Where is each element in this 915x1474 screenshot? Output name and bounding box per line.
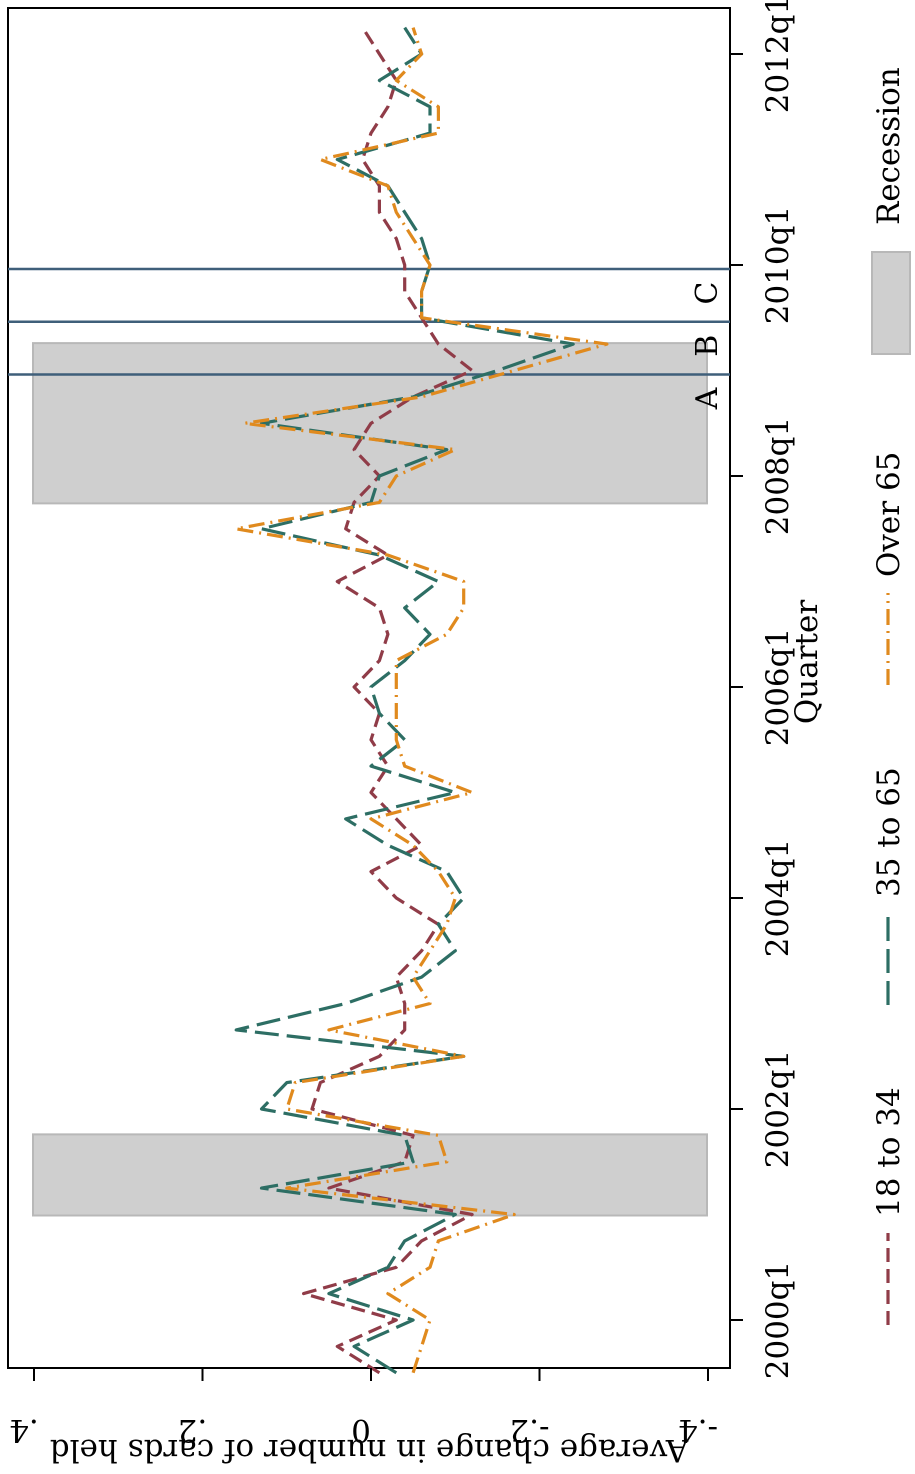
y-tick-label-1: -.4 (678, 1412, 718, 1448)
x-tick-label-4: 2006q1 (760, 628, 796, 746)
y-tick-label-2: -.2 (509, 1412, 549, 1448)
x-tick-label-7: 2012q1 (760, 0, 796, 113)
axes: -.4 -.2 0 .2 .4 Average change in number of c… (9, 0, 825, 1468)
x-tick-label-6: 2010q1 (760, 206, 796, 324)
x-tick-label-5: 2008q1 (760, 417, 796, 535)
y-tick-label-4: .2 (178, 1412, 208, 1448)
series-line-3 (234, 27, 609, 1374)
y-axis: -.4 -.2 0 .2 .4 Average change in number of c… (9, 1368, 718, 1468)
x-axis-title: Quarter (789, 600, 825, 724)
y-tick-label-5: .4 (9, 1412, 39, 1448)
event-lines: A B C (8, 267, 730, 410)
x-axis: 2000q1 2002q1 2004q1 2006q1 2008q1 2010q1 2012… (730, 0, 825, 1379)
x-tick-label-1: 2000q1 (760, 1261, 796, 1379)
series-line-2 (234, 26, 575, 1375)
series-lines (234, 26, 609, 1375)
legend-swatch-recession (871, 251, 911, 355)
x-tick-label-2: 2002q1 (760, 1050, 796, 1168)
event-label-A: A (690, 387, 725, 410)
legend-label-3: Over 65 (871, 452, 907, 577)
y-tick-label-3: 0 (351, 1412, 371, 1448)
y-axis-title: Average change in number of cards held (50, 1432, 689, 1468)
event-label-C: C (690, 282, 725, 305)
event-label-B: B (690, 335, 725, 357)
legend-label-recession: Recession (871, 67, 907, 225)
x-tick-label-3: 2004q1 (760, 839, 796, 957)
legend-label-2: 35 to 65 (871, 767, 907, 897)
legend: 18 to 34 35 to 65 Over 65 Recession (871, 67, 911, 1325)
legend-label-1: 18 to 34 (871, 1087, 907, 1217)
